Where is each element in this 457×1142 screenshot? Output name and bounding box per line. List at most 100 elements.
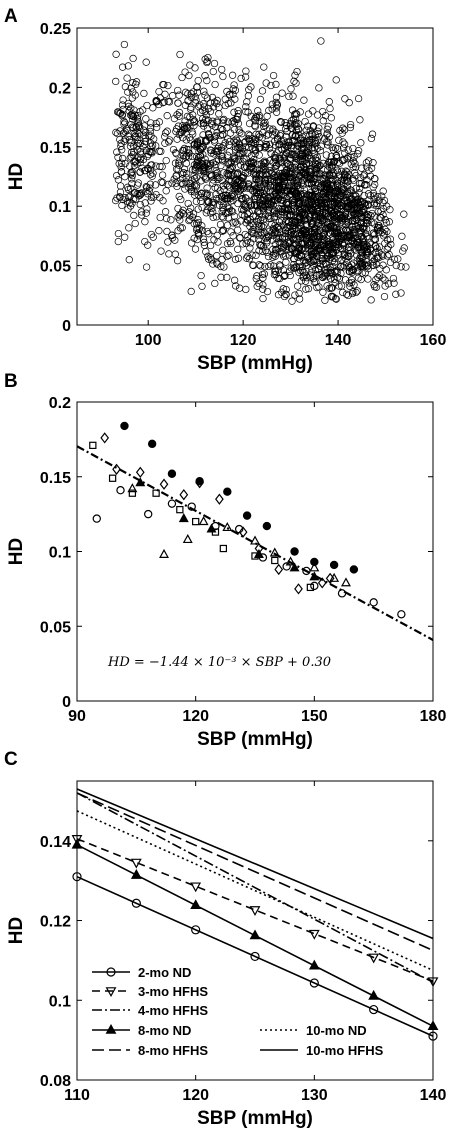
scatter-point <box>235 126 243 134</box>
scatter-point <box>269 205 277 213</box>
scatter-point <box>373 226 381 234</box>
scatter-point <box>208 121 216 129</box>
scatter-point <box>365 166 373 175</box>
scatter-point <box>229 219 237 227</box>
scatter-point <box>376 264 384 273</box>
scatter-point <box>238 195 246 203</box>
scatter-point <box>343 155 351 163</box>
scatter-point <box>200 87 208 95</box>
scatter-point <box>381 225 389 234</box>
series-marker <box>130 858 142 869</box>
scatter-point <box>308 220 316 228</box>
y-tick-label: 0.05 <box>40 619 71 636</box>
scatter-point <box>213 260 222 268</box>
scatter-point <box>352 288 360 297</box>
panel-label-a: A <box>4 6 18 27</box>
scatter-point <box>182 88 190 96</box>
series-marker <box>191 925 201 935</box>
scatter-point <box>201 174 210 182</box>
scatter-point <box>128 115 137 123</box>
scatter-point <box>291 115 300 123</box>
scatter-point <box>363 245 372 254</box>
scatter-point <box>250 170 258 178</box>
scatter-point <box>198 157 206 165</box>
scatter-point <box>155 118 163 126</box>
scatter-point <box>338 239 347 247</box>
scatter-point <box>138 211 146 219</box>
series-marker <box>249 906 261 917</box>
y-tick-label: 0.2 <box>49 80 71 97</box>
scatter-point <box>270 213 278 222</box>
scatter-point <box>277 118 285 126</box>
scatter-point <box>205 255 213 263</box>
scatter-point <box>231 255 240 264</box>
scatter-point <box>174 159 183 167</box>
scatter-point <box>185 71 193 80</box>
scatter-point <box>286 231 294 240</box>
data-point <box>179 489 189 501</box>
scatter-point <box>230 153 238 161</box>
scatter-point <box>364 249 372 257</box>
scatter-point <box>314 157 322 165</box>
scatter-point <box>370 281 378 289</box>
scatter-point <box>291 264 299 272</box>
scatter-point <box>296 164 305 172</box>
scatter-point <box>244 216 252 225</box>
scatter-point <box>316 262 324 271</box>
scatter-point <box>305 179 313 188</box>
scatter-point <box>291 222 299 230</box>
scatter-point <box>141 138 150 146</box>
scatter-point <box>350 153 358 161</box>
panel-label-b: B <box>4 371 18 392</box>
scatter-point <box>283 122 291 130</box>
scatter-point <box>354 94 363 103</box>
scatter-point <box>262 79 270 87</box>
scatter-point <box>158 171 167 179</box>
scatter-point <box>370 256 379 264</box>
scatter-point <box>281 229 290 238</box>
scatter-point <box>324 141 332 149</box>
scatter-point <box>282 285 290 294</box>
scatter-point <box>243 237 251 245</box>
scatter-point <box>308 239 316 247</box>
scatter-point <box>250 180 259 189</box>
scatter-point <box>356 244 364 252</box>
scatter-point <box>219 72 227 81</box>
scatter-point <box>130 148 138 156</box>
scatter-point <box>299 227 307 235</box>
scatter-point <box>136 200 144 209</box>
scatter-point <box>234 107 242 115</box>
y-tick-label: 0.05 <box>40 259 71 276</box>
scatter-point <box>117 168 126 176</box>
scatter-point <box>322 224 331 232</box>
scatter-point <box>213 117 221 125</box>
scatter-point <box>349 206 357 214</box>
scatter-point <box>254 231 262 239</box>
y-axis-label-c: HD <box>6 917 27 944</box>
scatter-point <box>272 162 280 170</box>
scatter-point <box>194 205 202 213</box>
scatter-point <box>192 173 201 182</box>
scatter-point <box>229 190 237 198</box>
scatter-point <box>310 278 319 286</box>
scatter-point <box>230 108 238 116</box>
scatter-point <box>333 179 342 187</box>
scatter-point <box>253 202 261 210</box>
scatter-point <box>292 119 300 127</box>
scatter-point <box>116 188 125 196</box>
scatter-point <box>298 208 306 216</box>
scatter-point <box>259 294 267 303</box>
scatter-point <box>234 254 243 262</box>
scatter-point <box>165 138 173 146</box>
scatter-point <box>349 199 357 207</box>
legend-entry: 4-mo HFHS <box>138 1003 208 1018</box>
scatter-point <box>189 210 198 218</box>
scatter-point <box>344 252 353 260</box>
y-tick-label: 0.15 <box>40 140 71 157</box>
scatter-point <box>321 254 329 263</box>
scatter-point <box>314 179 323 188</box>
scatter-point <box>349 288 357 296</box>
scatter-point <box>226 90 234 98</box>
scatter-point <box>389 274 398 283</box>
scatter-point <box>193 139 202 148</box>
